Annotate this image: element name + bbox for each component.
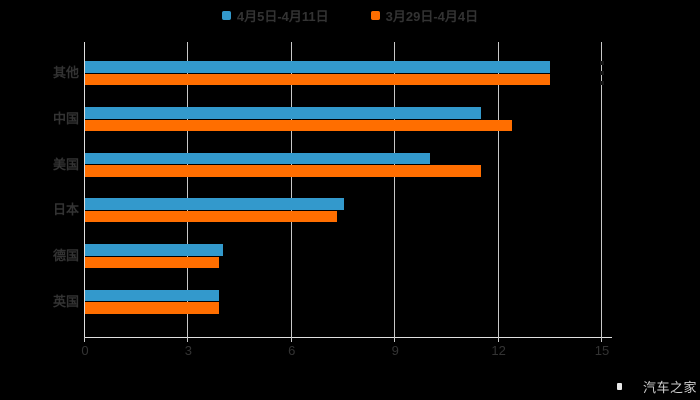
y-axis-label-中国: 中国 xyxy=(52,111,79,126)
y-axis-label-其他: 其他 xyxy=(52,65,79,80)
gridline-x-9 xyxy=(394,42,396,337)
gridline-x-15 xyxy=(601,42,602,337)
bar-s1-美国 xyxy=(85,165,482,177)
gridline-dash-marker xyxy=(599,71,604,75)
legend: 4月5日-4月11日 3月29日-4月4日 xyxy=(0,5,700,25)
legend-item-series-0[interactable]: 4月5日-4月11日 xyxy=(221,6,329,25)
bar-s1-其他 xyxy=(85,73,551,85)
x-tick-label-12: 12 xyxy=(491,343,506,358)
y-axis-label-美国: 美国 xyxy=(52,156,79,172)
y-axis-label-德国: 德国 xyxy=(52,248,79,263)
watermark: 汽车之家 xyxy=(616,377,697,396)
x-tick-0 xyxy=(84,337,85,342)
bar-s1-中国 xyxy=(85,119,513,131)
watermark-logo-icon xyxy=(616,383,622,390)
y-axis-label-英国: 英国 xyxy=(52,293,79,309)
legend-marker-icon xyxy=(221,10,231,20)
bar-s0-其他 xyxy=(85,61,551,73)
legend-label: 4月5日-4月11日 xyxy=(236,8,329,24)
x-tick-label-6: 6 xyxy=(288,343,296,358)
bar-s0-中国 xyxy=(85,107,482,119)
x-axis-line xyxy=(84,337,612,338)
x-tick-15 xyxy=(601,337,602,342)
bar-s0-美国 xyxy=(85,152,430,164)
x-tick-label-9: 9 xyxy=(391,343,399,358)
plot-area xyxy=(85,42,604,337)
bar-s0-日本 xyxy=(85,198,344,210)
gridline-dash-marker xyxy=(599,81,604,85)
x-tick-label-0: 0 xyxy=(81,343,89,358)
y-axis-line xyxy=(84,42,85,338)
bar-s1-德国 xyxy=(85,256,220,268)
x-tick-12 xyxy=(497,337,499,342)
gridline-x-12 xyxy=(497,42,499,337)
x-tick-6 xyxy=(290,337,292,342)
gridline-dash-marker xyxy=(599,61,604,65)
gridline-x-6 xyxy=(290,42,292,337)
x-tick-3 xyxy=(187,337,189,342)
x-tick-label-15: 15 xyxy=(594,343,610,358)
legend-label: 3月29日-4月4日 xyxy=(385,8,479,24)
bar-s1-英国 xyxy=(85,302,220,314)
bar-s0-英国 xyxy=(85,289,220,301)
legend-marker-icon xyxy=(370,10,380,20)
gridline-x-3 xyxy=(187,42,189,337)
watermark-label: 汽车之家 xyxy=(642,380,697,395)
legend-item-series-1[interactable]: 3月29日-4月4日 xyxy=(370,6,479,25)
y-axis-label-日本: 日本 xyxy=(52,202,79,217)
x-tick-label-3: 3 xyxy=(184,343,193,358)
x-tick-9 xyxy=(394,337,396,342)
bar-s0-德国 xyxy=(85,244,223,256)
bar-s1-日本 xyxy=(85,210,337,222)
